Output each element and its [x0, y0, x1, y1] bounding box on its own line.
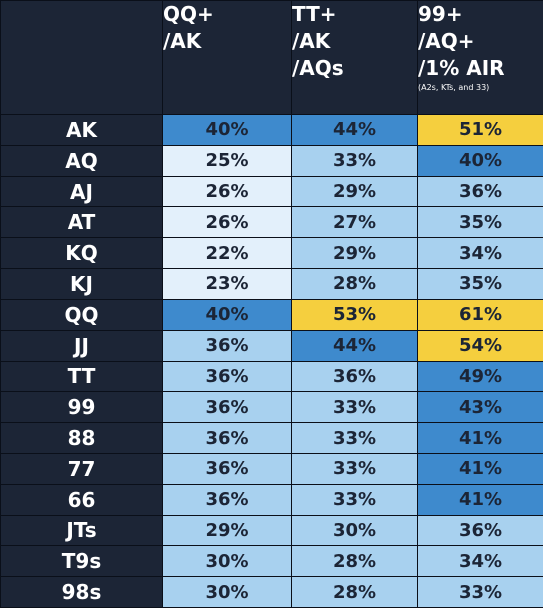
equity-cell: 41%	[417, 422, 543, 454]
equity-cell: 36%	[162, 422, 292, 454]
equity-cell: 36%	[417, 514, 543, 547]
hand-label: KJ	[0, 268, 163, 300]
table-row: T9s 30% 28% 34%	[0, 545, 543, 578]
column-header-line: 99+	[418, 2, 463, 26]
hand-label: AQ	[0, 144, 163, 177]
table-row: 77 36% 33% 41%	[0, 452, 543, 485]
table-row: 66 36% 33% 41%	[0, 483, 543, 516]
equity-cell: 54%	[417, 329, 543, 362]
equity-cell: 26%	[162, 206, 292, 239]
equity-cell: 51%	[417, 114, 543, 146]
equity-cell: 28%	[291, 268, 418, 300]
equity-cell: 25%	[162, 144, 292, 177]
equity-cell: 36%	[162, 452, 292, 485]
equity-cell: 34%	[417, 237, 543, 270]
equity-cell: 33%	[417, 576, 543, 608]
table-row: 88 36% 33% 41%	[0, 422, 543, 454]
equity-cell: 36%	[162, 360, 292, 393]
equity-cell: 49%	[417, 360, 543, 393]
hand-label: 88	[0, 422, 163, 454]
equity-cell: 29%	[291, 237, 418, 270]
equity-cell: 40%	[417, 144, 543, 177]
equity-cell: 33%	[291, 422, 418, 454]
hand-label: 77	[0, 452, 163, 485]
hand-label: JTs	[0, 514, 163, 547]
equity-cell: 33%	[291, 452, 418, 485]
column-header-99-aq-air: 99+ /AQ+ /1% AIR (A2s, KTs, and 33)	[417, 0, 543, 115]
table-row: 99 36% 33% 43%	[0, 391, 543, 424]
hand-label: JJ	[0, 329, 163, 362]
equity-cell: 28%	[291, 576, 418, 608]
equity-cell: 23%	[162, 268, 292, 300]
equity-cell: 44%	[291, 114, 418, 146]
equity-cell: 41%	[417, 483, 543, 516]
equity-cell: 30%	[162, 576, 292, 608]
equity-cell: 26%	[162, 175, 292, 208]
equity-cell: 43%	[417, 391, 543, 424]
table-row: AQ 25% 33% 40%	[0, 144, 543, 177]
table-body: AK 40% 44% 51% AQ 25% 33% 40% AJ 26% 29% 36% AT 26% 27…	[0, 114, 543, 608]
equity-cell: 28%	[291, 545, 418, 578]
table-row: KJ 23% 28% 35%	[0, 268, 543, 300]
equity-cell: 22%	[162, 237, 292, 270]
equity-cell: 33%	[291, 391, 418, 424]
equity-cell: 29%	[162, 514, 292, 547]
column-header-line: /AK	[163, 29, 202, 53]
equity-cell: 40%	[162, 298, 292, 331]
header-row: QQ+ /AK TT+ /AK /AQs 99+ /AQ+ /1% AIR (A…	[0, 0, 543, 115]
equity-cell: 44%	[291, 329, 418, 362]
equity-cell: 30%	[291, 514, 418, 547]
equity-cell: 40%	[162, 114, 292, 146]
table-row: AJ 26% 29% 36%	[0, 175, 543, 208]
equity-cell: 36%	[162, 329, 292, 362]
column-header-line: QQ+	[163, 2, 214, 26]
column-header-line: /1% AIR	[418, 56, 505, 80]
hand-label: T9s	[0, 545, 163, 578]
column-header-note: (A2s, KTs, and 33)	[418, 83, 490, 92]
equity-cell: 36%	[417, 175, 543, 208]
table-row: TT 36% 36% 49%	[0, 360, 543, 393]
hand-label: AT	[0, 206, 163, 239]
equity-cell: 35%	[417, 268, 543, 300]
column-header-line: /AK	[292, 29, 331, 53]
table-row: QQ 40% 53% 61%	[0, 298, 543, 331]
equity-cell: 36%	[162, 391, 292, 424]
table-row: AT 26% 27% 35%	[0, 206, 543, 239]
hand-label: KQ	[0, 237, 163, 270]
hand-label: 66	[0, 483, 163, 516]
hand-label: 98s	[0, 576, 163, 608]
equity-cell: 61%	[417, 298, 543, 331]
column-header-qq-ak: QQ+ /AK	[162, 0, 292, 115]
table-row: JJ 36% 44% 54%	[0, 329, 543, 362]
equity-cell: 53%	[291, 298, 418, 331]
equity-cell: 36%	[291, 360, 418, 393]
table-row: 98s 30% 28% 33%	[0, 576, 543, 608]
equity-cell: 33%	[291, 483, 418, 516]
hand-label: AK	[0, 114, 163, 146]
table-row: JTs 29% 30% 36%	[0, 514, 543, 547]
equity-cell: 35%	[417, 206, 543, 239]
equity-cell: 30%	[162, 545, 292, 578]
column-header-line: TT+	[292, 2, 337, 26]
equity-cell: 27%	[291, 206, 418, 239]
column-header-line: /AQ+	[418, 29, 475, 53]
hand-label: TT	[0, 360, 163, 393]
equity-cell: 33%	[291, 144, 418, 177]
corner-cell	[0, 0, 163, 115]
column-header-tt-ak-aqs: TT+ /AK /AQs	[291, 0, 418, 115]
table-row: KQ 22% 29% 34%	[0, 237, 543, 270]
equity-cell: 34%	[417, 545, 543, 578]
hand-label: AJ	[0, 175, 163, 208]
equity-cell: 41%	[417, 452, 543, 485]
table-row: AK 40% 44% 51%	[0, 114, 543, 146]
column-header-line: /AQs	[292, 56, 344, 80]
hand-label: 99	[0, 391, 163, 424]
equity-cell: 36%	[162, 483, 292, 516]
hand-label: QQ	[0, 298, 163, 331]
equity-cell: 29%	[291, 175, 418, 208]
